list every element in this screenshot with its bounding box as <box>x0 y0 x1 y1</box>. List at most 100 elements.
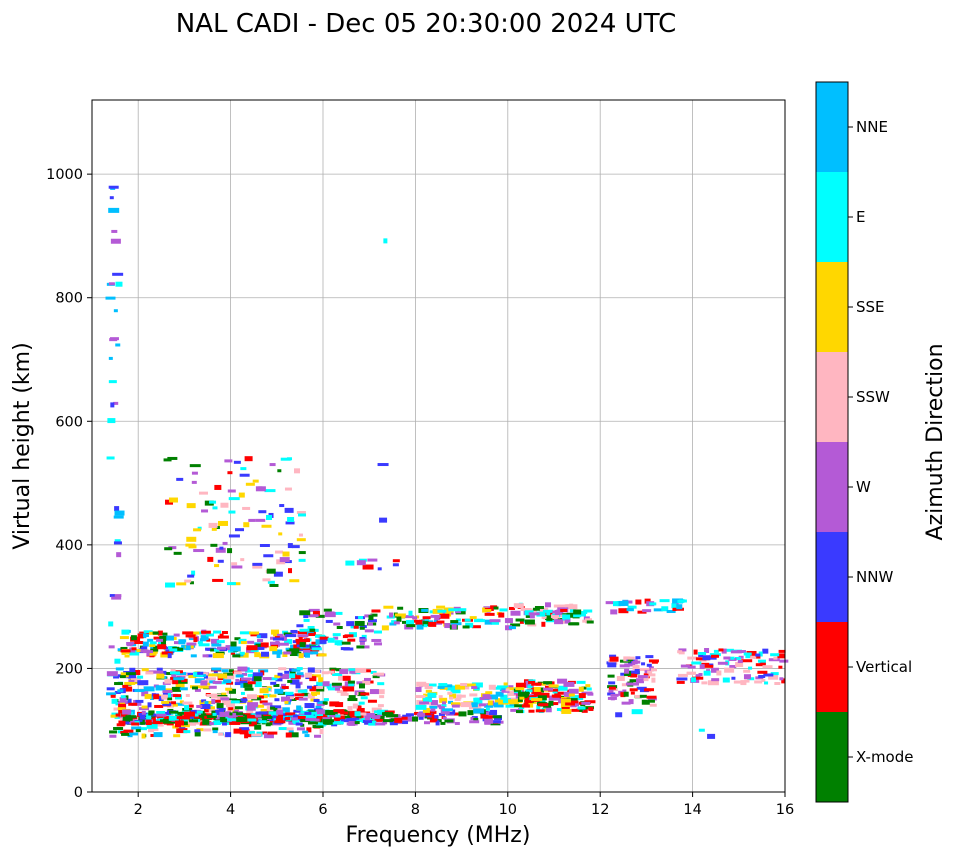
echo-point <box>153 694 160 700</box>
echo-point <box>287 679 293 683</box>
echo-point <box>348 681 355 687</box>
echo-point <box>245 732 252 738</box>
echo-point <box>150 648 159 652</box>
echo-point <box>356 681 366 685</box>
echo-point <box>315 712 324 716</box>
echo-point <box>281 635 287 641</box>
echo-point <box>754 680 763 684</box>
echo-point <box>228 688 236 694</box>
echo-point <box>693 649 698 655</box>
echo-point <box>515 618 525 622</box>
echo-point <box>401 716 408 720</box>
echo-point <box>143 630 153 634</box>
echo-point <box>269 717 278 721</box>
echo-point <box>194 729 201 733</box>
echo-point <box>367 558 378 562</box>
echo-point <box>239 473 250 477</box>
echo-point <box>223 672 234 676</box>
echo-point <box>316 722 328 726</box>
echo-point <box>130 677 141 683</box>
echo-point <box>214 564 220 568</box>
echo-point <box>216 646 226 650</box>
echo-point <box>212 653 224 659</box>
echo-point <box>435 720 440 726</box>
echo-point <box>284 639 293 645</box>
echo-point <box>246 705 256 711</box>
echo-point <box>349 710 360 716</box>
echo-point <box>544 615 554 621</box>
echo-point <box>499 608 508 612</box>
echo-point <box>531 698 540 702</box>
echo-point <box>302 692 310 696</box>
echo-point <box>239 727 250 731</box>
echo-point <box>628 660 635 664</box>
echo-point <box>568 688 579 694</box>
echo-point <box>295 722 303 726</box>
echo-point <box>576 680 586 684</box>
echo-point <box>441 704 447 708</box>
echo-point <box>406 716 416 722</box>
echo-point <box>262 718 268 722</box>
echo-point <box>285 521 295 525</box>
x-tick-label: 14 <box>683 802 701 818</box>
echo-point <box>327 637 335 643</box>
echo-point <box>224 674 235 680</box>
echo-point <box>216 703 224 709</box>
echo-point <box>151 715 156 721</box>
echo-point <box>114 506 120 512</box>
echo-point <box>255 643 263 649</box>
echo-point <box>371 638 382 642</box>
echo-point <box>200 630 211 634</box>
echo-point <box>231 651 236 655</box>
echo-point <box>666 610 676 614</box>
echo-point <box>228 497 240 501</box>
echo-point <box>109 337 119 341</box>
echo-point <box>460 694 466 698</box>
echo-point <box>451 624 457 630</box>
echo-point <box>188 675 197 679</box>
echo-point <box>113 309 118 313</box>
echo-point <box>204 701 209 707</box>
echo-point <box>114 594 122 598</box>
echo-point <box>189 581 194 585</box>
echo-point <box>230 700 240 704</box>
echo-point <box>108 185 119 189</box>
echo-point <box>561 706 570 710</box>
echo-point <box>124 681 136 685</box>
echo-point <box>637 675 648 679</box>
echo-point <box>733 680 743 684</box>
echo-point <box>371 716 380 720</box>
echo-point <box>310 669 321 673</box>
echo-point <box>186 642 197 646</box>
echo-point <box>362 679 371 685</box>
echo-point <box>191 480 197 484</box>
echo-point <box>487 700 493 706</box>
echo-point <box>687 665 696 669</box>
echo-point <box>434 616 441 620</box>
echo-point <box>701 662 710 666</box>
echo-point <box>631 709 643 715</box>
echo-point <box>206 694 212 698</box>
echo-point <box>649 602 657 606</box>
echo-point <box>635 656 641 660</box>
echo-point <box>316 685 324 689</box>
echo-point <box>270 681 277 685</box>
echo-point <box>239 729 250 735</box>
echo-point <box>538 703 549 707</box>
echo-point <box>356 712 367 716</box>
echo-point <box>284 487 292 491</box>
echo-point <box>529 613 535 619</box>
echo-point <box>383 605 394 609</box>
echo-point <box>299 610 311 616</box>
echo-point <box>573 609 582 615</box>
echo-point <box>126 673 137 679</box>
echo-point <box>272 715 277 719</box>
echo-point <box>527 685 533 689</box>
echo-point <box>432 715 439 721</box>
echo-point <box>753 655 761 659</box>
echo-point <box>186 503 196 509</box>
echo-point <box>578 693 586 699</box>
colorbar-category-label: SSW <box>856 388 890 406</box>
echo-point <box>504 618 513 624</box>
echo-point <box>513 603 524 609</box>
